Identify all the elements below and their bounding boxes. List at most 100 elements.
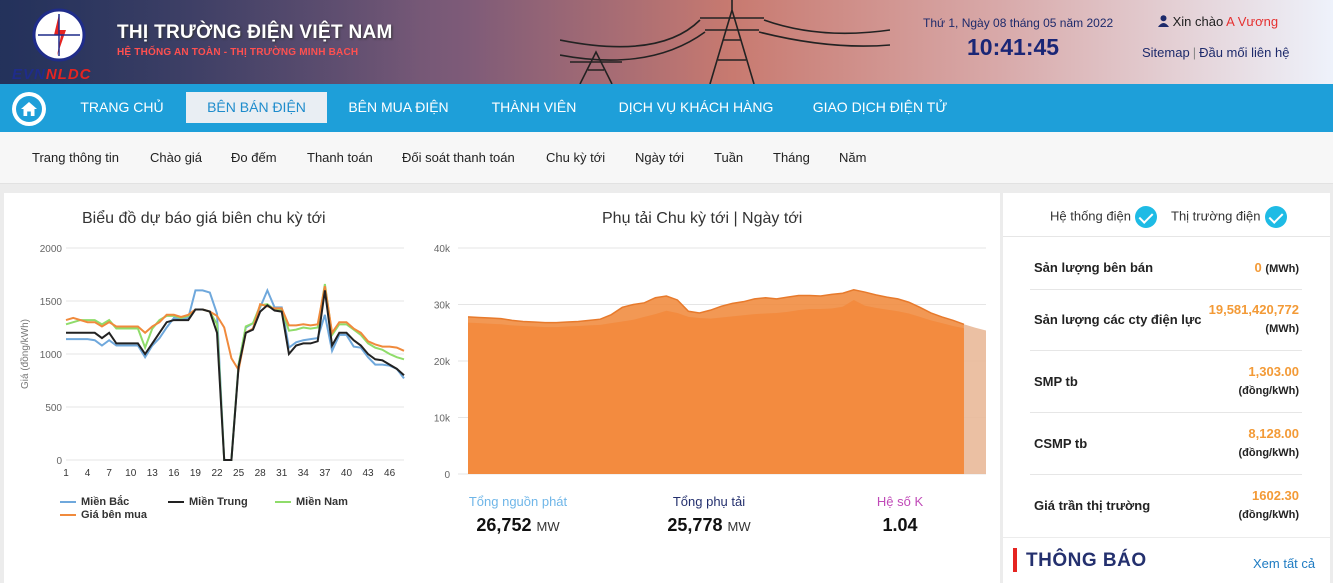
subnav-chu-ky-toi[interactable]: Chu kỳ tới xyxy=(546,150,606,165)
row-value-gia-tran: 1602.30 xyxy=(1252,488,1299,503)
link-separator: | xyxy=(1192,45,1197,60)
evn-logo-icon[interactable] xyxy=(32,8,86,62)
legend-swatch-mien-bac xyxy=(60,501,76,504)
subnav-nam[interactable]: Năm xyxy=(839,150,867,165)
row-divider xyxy=(1030,289,1302,290)
site-title: THỊ TRƯỜNG ĐIỆN VIỆT NAM xyxy=(117,22,393,43)
view-all-link[interactable]: Xem tất cả xyxy=(1253,556,1316,571)
row-label-csmp-tb: CSMP tb xyxy=(1034,436,1088,451)
subnav-trang-thong-tin[interactable]: Trang thông tin xyxy=(32,150,119,165)
y-tick-label: 0 xyxy=(56,456,62,467)
stat-phu-tai-label: Tổng phụ tải xyxy=(672,494,746,509)
legend-swatch-gia-ben-mua xyxy=(60,514,76,517)
check-icon xyxy=(1264,206,1287,228)
x-tick-label: 13 xyxy=(147,468,159,479)
row-value-csmp-tb: 8,128.00 xyxy=(1248,426,1299,441)
y-tick-label: 30k xyxy=(434,301,451,312)
y-axis-label: Giá (đồng/kWh) xyxy=(19,319,31,389)
nguon-phat-number: 26,752 xyxy=(476,515,532,535)
price-forecast-chart[interactable]: 2000 1500 1000 500 01 4 7 10 13 16 19 22 25 28 31 34 37 4… xyxy=(14,236,414,480)
legend-mien-bac[interactable]: Miền Bắc xyxy=(60,496,129,508)
stat-he-so-k-value: 1.04 xyxy=(882,515,918,535)
row-divider xyxy=(1030,350,1302,351)
legend-swatch-mien-nam xyxy=(275,501,291,504)
series-line-mien-bac xyxy=(66,287,405,461)
subnav-thang[interactable]: Tháng xyxy=(773,150,810,165)
x-tick-label: 34 xyxy=(298,468,310,479)
x-tick-label: 25 xyxy=(233,468,245,479)
contact-link[interactable]: Đầu mối liên hệ xyxy=(1199,45,1290,60)
sub-nav: Trang thông tin Chào giá Đo đếm Thanh to… xyxy=(0,132,1333,184)
stat-he-so-k-label: Hệ số K xyxy=(876,494,924,509)
username-link[interactable]: A Vương xyxy=(1226,14,1279,29)
market-summary-panel xyxy=(1003,193,1330,537)
site-header: EVNNLDC THỊ TRƯỜNG ĐIỆN VIỆT NAM HỆ THỐN… xyxy=(0,0,1333,84)
y-tick-label: 1500 xyxy=(40,297,63,308)
value: 0 xyxy=(1254,260,1262,275)
row-divider xyxy=(1030,474,1302,475)
tab-thi-truong-dien[interactable]: Thị trường điện xyxy=(1171,206,1287,228)
logo-evn: EVN xyxy=(12,66,46,83)
x-tick-label: 22 xyxy=(211,468,223,479)
stat-phu-tai-value: 25,778 MW xyxy=(629,515,789,536)
y-tick-label: 40k xyxy=(434,244,451,255)
subnav-ngay-toi[interactable]: Ngày tới xyxy=(635,150,684,165)
notice-title: THÔNG BÁO xyxy=(1026,550,1147,571)
sitemap-link[interactable]: Sitemap xyxy=(1142,45,1190,60)
phu-tai-number: 25,778 xyxy=(667,515,723,535)
x-tick-label: 7 xyxy=(106,468,112,479)
unit: (MWh) xyxy=(1265,263,1299,275)
user-greeting: Xin chào A Vương xyxy=(1158,14,1278,29)
y-tick-label: 10k xyxy=(434,414,451,425)
nav-dich-vu-khach-hang[interactable]: DỊCH VỤ KHÁCH HÀNG xyxy=(618,99,774,115)
line-tong-nguon-phat xyxy=(467,289,965,325)
tab-he-thong-dien[interactable]: Hệ thống điện xyxy=(1050,206,1157,228)
power-tower-image xyxy=(560,0,890,84)
row-label-smp-tb: SMP tb xyxy=(1034,374,1078,389)
home-button[interactable] xyxy=(12,92,46,126)
load-chart-title: Phụ tải Chu kỳ tới | Ngày tới xyxy=(602,210,803,227)
legend-label: Giá bên mua xyxy=(81,509,148,521)
site-slogan: HỆ THỐNG AN TOÀN - THỊ TRƯỜNG MINH BẠCH xyxy=(117,47,359,58)
y-tick-label: 2000 xyxy=(40,244,63,255)
row-divider xyxy=(1030,412,1302,413)
tab-thi-truong-label: Thị trường điện xyxy=(1171,208,1261,224)
check-icon xyxy=(1134,206,1157,228)
subnav-thanh-toan[interactable]: Thanh toán xyxy=(307,150,373,165)
notice-accent-bar xyxy=(1013,548,1017,572)
evn-logo-text[interactable]: EVNNLDC xyxy=(12,66,92,83)
legend-mien-trung[interactable]: Miền Trung xyxy=(168,496,248,508)
legend-mien-nam[interactable]: Miền Nam xyxy=(275,496,348,508)
stat-nguon-phat-value: 26,752 MW xyxy=(438,515,598,536)
subnav-do-dem[interactable]: Đo đếm xyxy=(231,150,277,165)
nav-thanh-vien[interactable]: THÀNH VIÊN xyxy=(491,99,577,115)
legend-gia-ben-mua[interactable]: Giá bên mua xyxy=(60,509,147,521)
series-line-gia-ben-mua xyxy=(65,285,405,373)
area-forecast-tail xyxy=(963,324,986,474)
subnav-chao-gia[interactable]: Chào giá xyxy=(150,150,203,165)
nav-ben-ban-dien[interactable]: BÊN BÁN ĐIỆN xyxy=(186,92,327,123)
x-tick-label: 1 xyxy=(63,468,69,479)
price-chart-title: Biểu đồ dự báo giá biên chu kỳ tới xyxy=(82,210,326,227)
notice-panel xyxy=(1003,538,1330,583)
x-tick-label: 16 xyxy=(168,468,180,479)
row-label-san-luong-ben-ban: Sản lượng bên bán xyxy=(1034,260,1154,275)
x-tick-label: 4 xyxy=(85,468,91,479)
load-area-chart[interactable]: 40k 30k 20k 10k 0 xyxy=(424,236,994,486)
subnav-doi-soat-thanh-toan[interactable]: Đối soát thanh toán xyxy=(402,150,515,165)
subnav-tuan[interactable]: Tuần xyxy=(714,150,744,165)
row-value-smp-tb: 1,303.00 xyxy=(1248,364,1299,379)
nav-ben-mua-dien[interactable]: BÊN MUA ĐIỆN xyxy=(348,99,449,115)
x-tick-label: 28 xyxy=(255,468,267,479)
y-tick-label: 500 xyxy=(45,403,62,414)
legend-label: Miền Nam xyxy=(296,496,348,508)
x-tick-label: 10 xyxy=(125,468,137,479)
nguon-phat-unit: MW xyxy=(536,519,560,534)
current-time: 10:41:45 xyxy=(967,34,1060,60)
nav-trang-chu[interactable]: TRANG CHỦ xyxy=(80,99,164,115)
current-date: Thứ 1, Ngày 08 tháng 05 năm 2022 xyxy=(923,16,1114,30)
row-label-gia-tran: Giá trần thị trường xyxy=(1034,498,1151,513)
nav-giao-dich-dien-tu[interactable]: GIAO DỊCH ĐIỆN TỬ xyxy=(812,99,948,115)
top-links: Sitemap | Đầu mối liên hệ xyxy=(1142,45,1289,60)
area-tong-phu-tai xyxy=(468,299,964,474)
